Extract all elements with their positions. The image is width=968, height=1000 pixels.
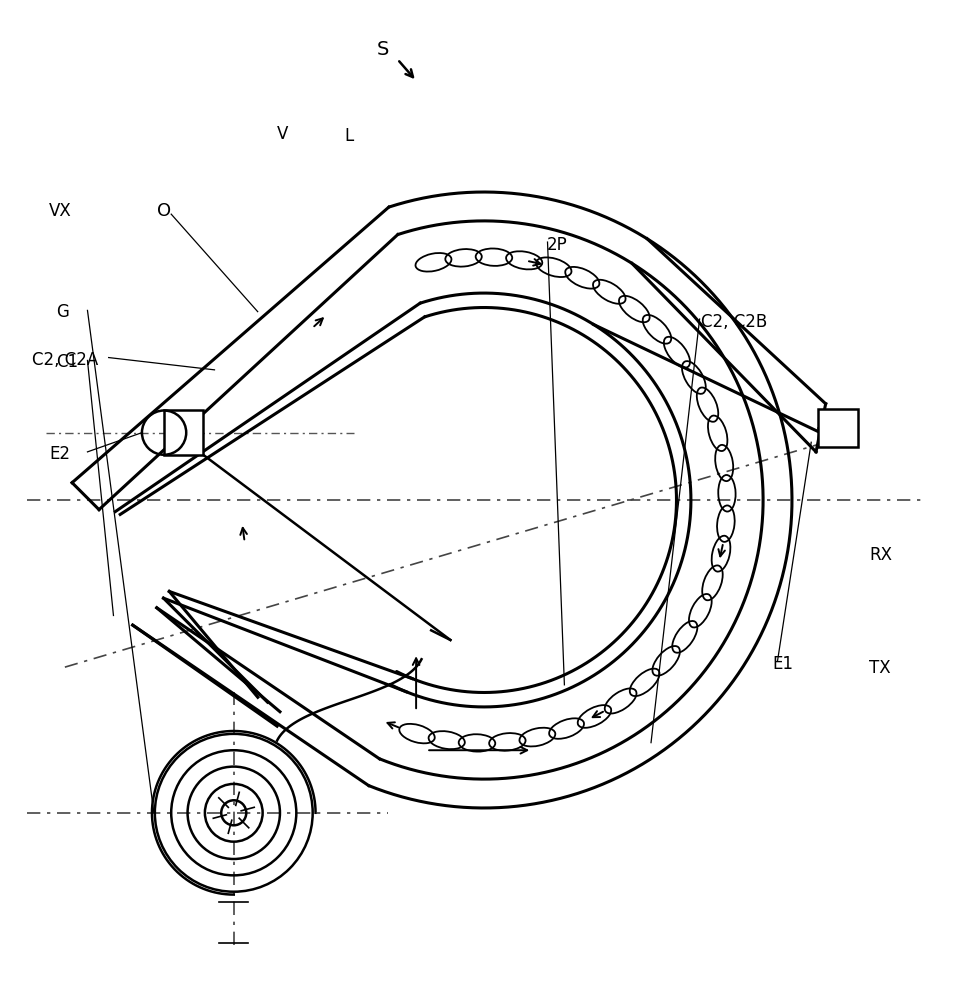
Text: S: S <box>377 40 389 59</box>
Text: VX: VX <box>49 202 72 220</box>
Text: V: V <box>277 125 288 143</box>
FancyBboxPatch shape <box>165 410 203 455</box>
FancyBboxPatch shape <box>818 409 859 447</box>
Text: 2P: 2P <box>547 236 567 254</box>
Text: C1: C1 <box>56 353 77 371</box>
Text: L: L <box>345 127 353 145</box>
Text: E2: E2 <box>49 445 70 463</box>
Text: E1: E1 <box>772 655 794 673</box>
Text: RX: RX <box>869 546 892 564</box>
Text: G: G <box>56 303 69 321</box>
Text: C2, C2A: C2, C2A <box>32 351 98 369</box>
Text: TX: TX <box>869 659 891 677</box>
Text: C2, C2B: C2, C2B <box>701 313 767 331</box>
Text: O: O <box>157 202 171 220</box>
